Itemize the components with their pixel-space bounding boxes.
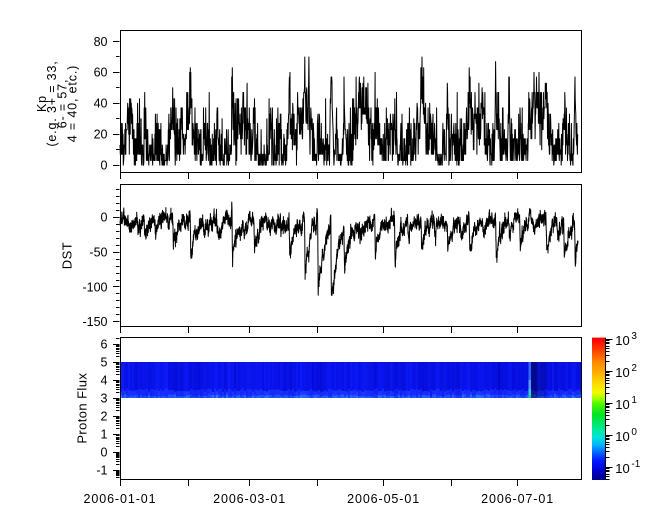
svg-text:-50: -50	[89, 245, 107, 259]
svg-text:Kp: Kp	[35, 95, 49, 112]
svg-text:(e.g. 3+ = 33,: (e.g. 3+ = 33,	[45, 60, 59, 146]
svg-text:2006-03-01: 2006-03-01	[213, 492, 286, 506]
svg-text:0: 0	[101, 158, 108, 172]
svg-text:40: 40	[94, 97, 108, 111]
svg-text:-1: -1	[96, 464, 107, 478]
svg-text:-150: -150	[82, 315, 107, 329]
svg-text:3: 3	[101, 391, 108, 405]
svg-text:4 = 40, etc.): 4 = 40, etc.)	[66, 65, 80, 142]
svg-text:0: 0	[101, 211, 108, 225]
svg-text:Proton Flux: Proton Flux	[75, 373, 90, 444]
svg-text:2: 2	[101, 410, 108, 424]
svg-text:DST: DST	[60, 242, 75, 270]
svg-text:6: 6	[101, 337, 108, 351]
svg-text:-100: -100	[82, 280, 107, 294]
svg-text:20: 20	[94, 128, 108, 142]
svg-text:6- = 57,: 6- = 57,	[55, 79, 69, 129]
svg-text:60: 60	[94, 66, 108, 80]
svg-text:5: 5	[101, 355, 108, 369]
svg-text:4: 4	[101, 373, 108, 387]
svg-text:0: 0	[101, 446, 108, 460]
svg-text:80: 80	[94, 35, 108, 49]
svg-text:2006-01-01: 2006-01-01	[84, 492, 157, 506]
svg-text:2006-07-01: 2006-07-01	[481, 492, 554, 506]
svg-text:2006-05-01: 2006-05-01	[347, 492, 420, 506]
svg-text:1: 1	[101, 428, 108, 442]
